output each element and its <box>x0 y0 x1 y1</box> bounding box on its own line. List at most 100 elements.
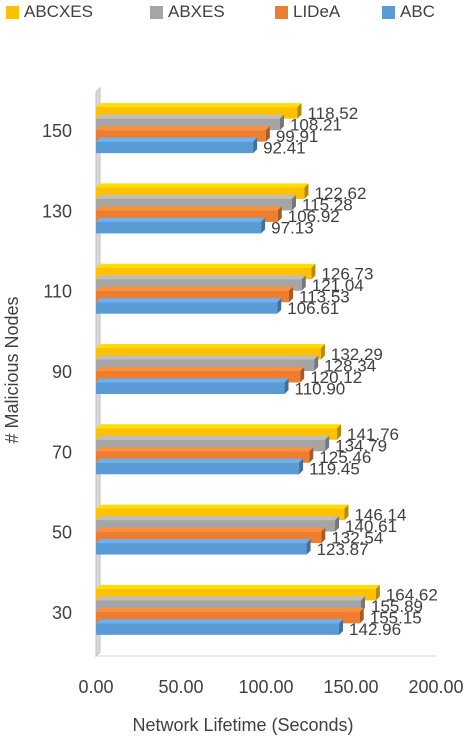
y-tick-label: 50 <box>52 523 72 543</box>
bar-front-face <box>96 600 362 612</box>
bar-end-face <box>314 355 319 371</box>
data-label: 99.91 <box>276 127 319 146</box>
bar-end-face <box>261 217 266 234</box>
bar-end-face <box>291 194 296 211</box>
bar <box>96 286 294 303</box>
data-label: 134.79 <box>335 437 387 456</box>
bar-front-face <box>96 359 315 371</box>
data-label: 106.92 <box>288 207 340 226</box>
legend-label-abcxes: ABCXES <box>24 2 93 21</box>
bar <box>96 424 341 440</box>
bar <box>96 298 282 314</box>
bar-front-face <box>96 520 336 532</box>
legend-swatch-abcxes <box>6 5 19 19</box>
bar <box>96 275 306 291</box>
bar-end-face <box>339 619 344 635</box>
bar-front-face <box>96 107 298 119</box>
bar <box>96 504 349 521</box>
bar-end-face <box>284 378 289 394</box>
bar-front-face <box>96 543 307 555</box>
bar-end-face <box>279 114 284 131</box>
data-label: 121.04 <box>312 276 364 295</box>
bar-end-face <box>336 424 341 440</box>
data-label: 113.53 <box>299 287 350 306</box>
data-label: 108.21 <box>290 115 342 134</box>
bar-top-face <box>96 619 344 624</box>
legend-swatch-lidea <box>275 5 288 19</box>
y-axis-title: # Malicious Nodes <box>2 296 22 443</box>
bar-top-face <box>96 424 341 429</box>
bar <box>96 619 344 635</box>
bar-end-face <box>344 504 349 521</box>
data-label: 132.54 <box>331 528 383 547</box>
bar-end-face <box>299 458 304 475</box>
x-tick-label: 0.00 <box>78 677 113 697</box>
bar-end-face <box>297 103 302 119</box>
x-axis-title: Network Lifetime (Seconds) <box>132 715 353 735</box>
bar <box>96 516 340 532</box>
bar-top-face <box>96 206 282 211</box>
bar-end-face <box>359 607 364 624</box>
bar <box>96 194 296 211</box>
bar-end-face <box>321 527 326 544</box>
bar-top-face <box>96 458 304 463</box>
data-label: 110.90 <box>295 379 346 398</box>
bar <box>96 435 330 452</box>
bar-end-face <box>311 263 316 280</box>
x-tick-label: 100.00 <box>238 677 293 697</box>
bar-end-face <box>325 435 330 452</box>
bar-front-face <box>96 462 300 475</box>
bar <box>96 355 319 371</box>
bar-front-face <box>96 279 302 291</box>
bar-end-face <box>375 584 380 601</box>
bar-top-face <box>96 137 258 142</box>
bar-front-face <box>96 187 305 199</box>
bar <box>96 137 258 154</box>
bar-top-face <box>96 516 340 521</box>
bar-top-face <box>96 263 316 268</box>
bar-top-face <box>96 126 270 131</box>
legend-swatch-abc <box>382 5 395 19</box>
bar-top-face <box>96 447 314 452</box>
legend-label-abc: ABC <box>400 2 435 21</box>
x-tick-label: 50.00 <box>158 677 203 697</box>
bar <box>96 596 366 612</box>
bar-front-face <box>96 508 345 521</box>
bar-front-face <box>96 439 326 452</box>
data-label: 155.89 <box>371 597 423 616</box>
bar-top-face <box>96 114 284 119</box>
data-label: 140.61 <box>345 517 397 536</box>
bar-front-face <box>96 451 310 463</box>
bar-front-face <box>96 611 360 624</box>
bar-front-face <box>96 382 285 394</box>
bar-end-face <box>335 516 340 532</box>
bar <box>96 607 364 624</box>
bar-top-face <box>96 344 325 348</box>
bar-top-face <box>96 217 266 222</box>
bar-top-face <box>96 194 296 199</box>
data-label: 125.46 <box>319 448 371 467</box>
data-label: 97.13 <box>271 219 314 238</box>
data-label: 126.73 <box>321 264 373 283</box>
bar-top-face <box>96 275 306 280</box>
bar-end-face <box>301 275 306 291</box>
bar-end-face <box>306 539 311 555</box>
bar-end-face <box>289 286 294 303</box>
data-label: 92.41 <box>263 138 306 157</box>
data-label: 123.87 <box>317 540 369 559</box>
bar-front-face <box>96 623 340 635</box>
bar <box>96 539 311 555</box>
y-tick-label: 70 <box>52 442 72 462</box>
y-tick-label: 150 <box>42 121 72 141</box>
y-tick-label: 90 <box>52 362 72 382</box>
bar-front-face <box>96 302 278 314</box>
bar-end-face <box>300 367 305 383</box>
bar-top-face <box>96 584 380 589</box>
bar-top-face <box>96 539 311 544</box>
bar-end-face <box>253 137 258 154</box>
bar-front-face <box>96 130 266 142</box>
bar-top-face <box>96 298 282 303</box>
bar <box>96 527 326 544</box>
legend-item-abcxes: ABCXES <box>6 2 93 22</box>
